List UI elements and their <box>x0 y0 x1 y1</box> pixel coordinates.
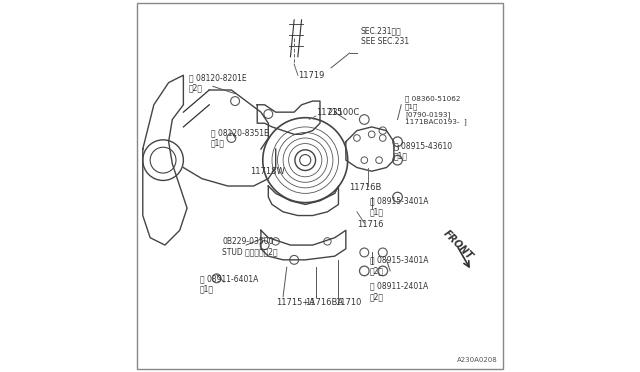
Text: Ⓢ 08360-51062
〈1〉
[0790-0193]
1171BAC0193-  ]: Ⓢ 08360-51062 〈1〉 [0790-0193] 1171BAC019… <box>405 96 467 125</box>
Text: SEC.231参照
SEE SEC.231: SEC.231参照 SEE SEC.231 <box>360 26 409 46</box>
Text: 11719: 11719 <box>298 71 324 80</box>
Text: Ⓝ 08911-2401A
〈2〉: Ⓝ 08911-2401A 〈2〉 <box>370 282 428 301</box>
Text: 11715: 11715 <box>316 108 342 117</box>
Text: 11716: 11716 <box>357 220 383 229</box>
Text: Ⓦ 08915-43610
〈1〉: Ⓦ 08915-43610 〈1〉 <box>394 141 452 161</box>
Text: Ⓦ 08915-3401A
〈2〉: Ⓦ 08915-3401A 〈2〉 <box>370 256 428 275</box>
Text: FRONT: FRONT <box>442 228 475 262</box>
Text: 23100C: 23100C <box>328 108 360 117</box>
Text: 11715+A: 11715+A <box>276 298 315 307</box>
Text: 11718W: 11718W <box>250 167 285 176</box>
Text: 0B229-03500
STUD スタッド〈2〉: 0B229-03500 STUD スタッド〈2〉 <box>222 237 278 257</box>
Text: 11716BA: 11716BA <box>305 298 343 307</box>
Text: Ⓑ 08120-8351E
〈1〉: Ⓑ 08120-8351E 〈1〉 <box>211 128 269 148</box>
Text: 11716B: 11716B <box>349 183 382 192</box>
Text: A230A0208: A230A0208 <box>456 357 497 363</box>
Text: Ⓑ 08120-8201E
〈2〉: Ⓑ 08120-8201E 〈2〉 <box>189 73 246 92</box>
Text: Ⓝ 08911-6401A
〈1〉: Ⓝ 08911-6401A 〈1〉 <box>200 274 259 294</box>
Text: Ⓦ 08915-3401A
〈1〉: Ⓦ 08915-3401A 〈1〉 <box>370 197 428 216</box>
Text: 11710: 11710 <box>335 298 361 307</box>
